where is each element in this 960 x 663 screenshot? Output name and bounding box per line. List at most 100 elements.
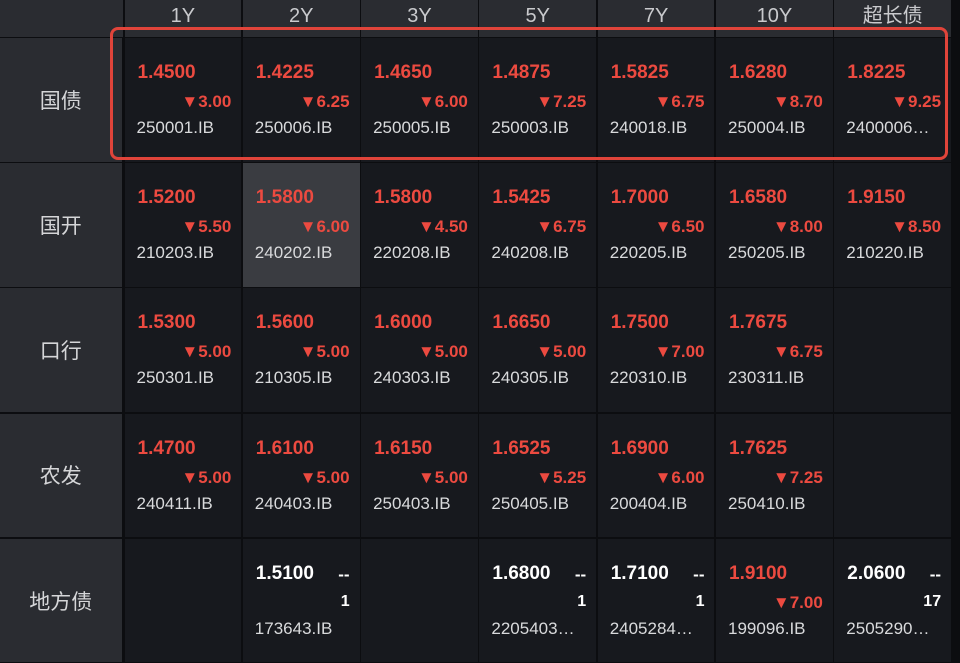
change: ▼5.00 bbox=[417, 342, 468, 362]
count: 17 bbox=[923, 592, 942, 610]
bond-cell[interactable]: 1.5100 -- 1 173643.IB bbox=[242, 538, 360, 663]
bond-cell[interactable]: 1.9150 ▼8.50 210220.IB bbox=[834, 163, 952, 287]
change: ▼5.50 bbox=[181, 217, 232, 237]
change: -- bbox=[693, 564, 705, 584]
bond-cell[interactable]: 1.8225 ▼9.25 2400006… bbox=[834, 38, 952, 162]
yield: 1.4875 bbox=[492, 62, 551, 83]
column-header-text: 3Y bbox=[407, 5, 432, 27]
change: ▼9.25 bbox=[891, 92, 942, 111]
yield: 1.6280 bbox=[729, 62, 788, 83]
bond-code: 240018.IB bbox=[609, 118, 688, 137]
change: ▼6.00 bbox=[654, 467, 705, 487]
bond-cell[interactable]: 1.6900 ▼6.00 200404.IB bbox=[597, 413, 715, 538]
bond-cell[interactable]: 1.4875 ▼7.25 250003.IB bbox=[479, 38, 597, 162]
column-header-text: 10Y bbox=[756, 5, 793, 27]
bond-cell[interactable]: 1.6000 ▼5.00 240303.IB bbox=[361, 288, 478, 413]
bond-cell[interactable]: 1.6150 ▼5.00 250403.IB bbox=[361, 413, 478, 538]
bond-cell[interactable]: 1.7100 -- 1 2405284… bbox=[597, 538, 715, 663]
bond-cell[interactable]: 1.7500 ▼7.00 220310.IB bbox=[597, 288, 715, 413]
bond-code: 173643.IB bbox=[254, 618, 333, 638]
change: ▼6.75 bbox=[772, 342, 823, 362]
change: ▼6.75 bbox=[654, 92, 705, 111]
count: 1 bbox=[340, 592, 350, 610]
yield: 1.9150 bbox=[847, 187, 906, 209]
row-label: 地方债 bbox=[0, 538, 122, 663]
bond-cell[interactable]: 1.7000 ▼6.50 220205.IB bbox=[597, 163, 715, 287]
change: ▼5.25 bbox=[536, 467, 587, 487]
bond-cell[interactable]: 1.9100 ▼7.00 199096.IB bbox=[716, 538, 833, 663]
bond-cell[interactable]: 1.4500 ▼3.00 250001.IB bbox=[124, 38, 242, 162]
bond-cell[interactable]: 1.4650 ▼6.00 250005.IB bbox=[361, 38, 478, 162]
yield: 1.5600 bbox=[255, 312, 314, 334]
change: ▼8.70 bbox=[772, 92, 823, 111]
yield: 1.6580 bbox=[729, 187, 788, 209]
bond-code: 250006.IB bbox=[254, 118, 333, 137]
change: ▼5.00 bbox=[536, 342, 587, 362]
bond-code: 240208.IB bbox=[491, 243, 569, 263]
bond-cell[interactable]: 1.5300 ▼5.00 250301.IB bbox=[124, 288, 242, 413]
count: 1 bbox=[695, 592, 705, 610]
change: ▼5.00 bbox=[181, 342, 232, 362]
row-label: 国债 bbox=[0, 38, 122, 162]
bond-cell[interactable]: 1.5425 ▼6.75 240208.IB bbox=[479, 163, 597, 287]
bond-code: 250403.IB bbox=[373, 493, 451, 513]
bond-code: 250001.IB bbox=[136, 118, 215, 137]
yield: 2.0600 bbox=[847, 562, 906, 584]
bond-code: 220208.IB bbox=[373, 243, 451, 263]
yield: 1.8225 bbox=[847, 62, 906, 83]
column-header: 1Y bbox=[124, 0, 242, 37]
bond-cell[interactable]: 1.6100 ▼5.00 240403.IB bbox=[242, 413, 360, 538]
change: ▼4.50 bbox=[417, 217, 468, 237]
bond-code: 210220.IB bbox=[846, 243, 924, 263]
bond-cell[interactable]: 1.4700 ▼5.00 240411.IB bbox=[124, 413, 242, 538]
bond-cell[interactable]: 1.6580 ▼8.00 250205.IB bbox=[716, 163, 833, 287]
yield: 1.5800 bbox=[374, 187, 433, 209]
bond-cell[interactable]: 1.5800 ▼6.00 240202.IB bbox=[242, 163, 360, 287]
corner bbox=[0, 0, 123, 37]
bond-code: 240305.IB bbox=[491, 368, 569, 388]
change: ▼7.25 bbox=[772, 467, 823, 487]
yield: 1.7625 bbox=[729, 437, 788, 459]
bond-cell[interactable]: 1.4225 ▼6.25 250006.IB bbox=[242, 38, 360, 162]
bond-cell[interactable]: 1.6525 ▼5.25 250405.IB bbox=[479, 413, 597, 538]
column-header-text: 超长债 bbox=[862, 5, 923, 27]
yield: 1.6100 bbox=[255, 437, 314, 459]
bond-cell[interactable]: 1.6280 ▼8.70 250004.IB bbox=[716, 38, 833, 162]
yield: 1.6650 bbox=[492, 312, 551, 334]
bond-cell[interactable]: 1.5200 ▼5.50 210203.IB bbox=[124, 163, 242, 287]
column-header: 2Y bbox=[242, 0, 360, 37]
bond-code: 2405284… bbox=[609, 618, 693, 638]
change: ▼7.00 bbox=[654, 342, 705, 362]
yield: 1.5800 bbox=[255, 187, 314, 209]
bond-cell[interactable]: 1.6800 -- 1 2205403… bbox=[479, 538, 597, 663]
row-label: 国开 bbox=[0, 163, 122, 287]
yield: 1.5300 bbox=[137, 312, 196, 334]
bond-code: 250405.IB bbox=[491, 493, 569, 513]
bond-code: 250005.IB bbox=[373, 118, 451, 137]
bond-code: 210305.IB bbox=[254, 368, 333, 388]
bond-cell[interactable]: 1.7625 ▼7.25 250410.IB bbox=[716, 413, 833, 538]
bond-cell[interactable]: 1.5825 ▼6.75 240018.IB bbox=[597, 38, 715, 162]
change: ▼5.00 bbox=[299, 467, 350, 487]
bond-code: 250003.IB bbox=[491, 118, 569, 137]
bond-cell[interactable]: 1.5600 ▼5.00 210305.IB bbox=[242, 288, 360, 413]
bond-code: 199096.IB bbox=[728, 618, 806, 638]
change: ▼6.00 bbox=[417, 92, 468, 111]
bond-code: 250205.IB bbox=[728, 243, 806, 263]
column-header: 超长债 bbox=[834, 0, 952, 37]
column-header-text: 1Y bbox=[170, 5, 196, 27]
yield: 1.4500 bbox=[137, 62, 196, 83]
bond-code: 240403.IB bbox=[254, 493, 333, 513]
bond-cell[interactable]: 1.6650 ▼5.00 240305.IB bbox=[479, 288, 597, 413]
change: ▼7.25 bbox=[536, 92, 587, 111]
bond-cell[interactable]: 1.7675 ▼6.75 230311.IB bbox=[716, 288, 833, 413]
change: ▼6.75 bbox=[536, 217, 587, 237]
yield: 1.6150 bbox=[374, 437, 433, 459]
yield: 1.7100 bbox=[610, 562, 669, 584]
bond-cell[interactable]: 1.5800 ▼4.50 220208.IB bbox=[361, 163, 478, 287]
count: 1 bbox=[577, 592, 587, 610]
yield: 1.4225 bbox=[255, 62, 314, 83]
bond-cell[interactable]: 2.0600 -- 17 2505290… bbox=[834, 538, 952, 663]
